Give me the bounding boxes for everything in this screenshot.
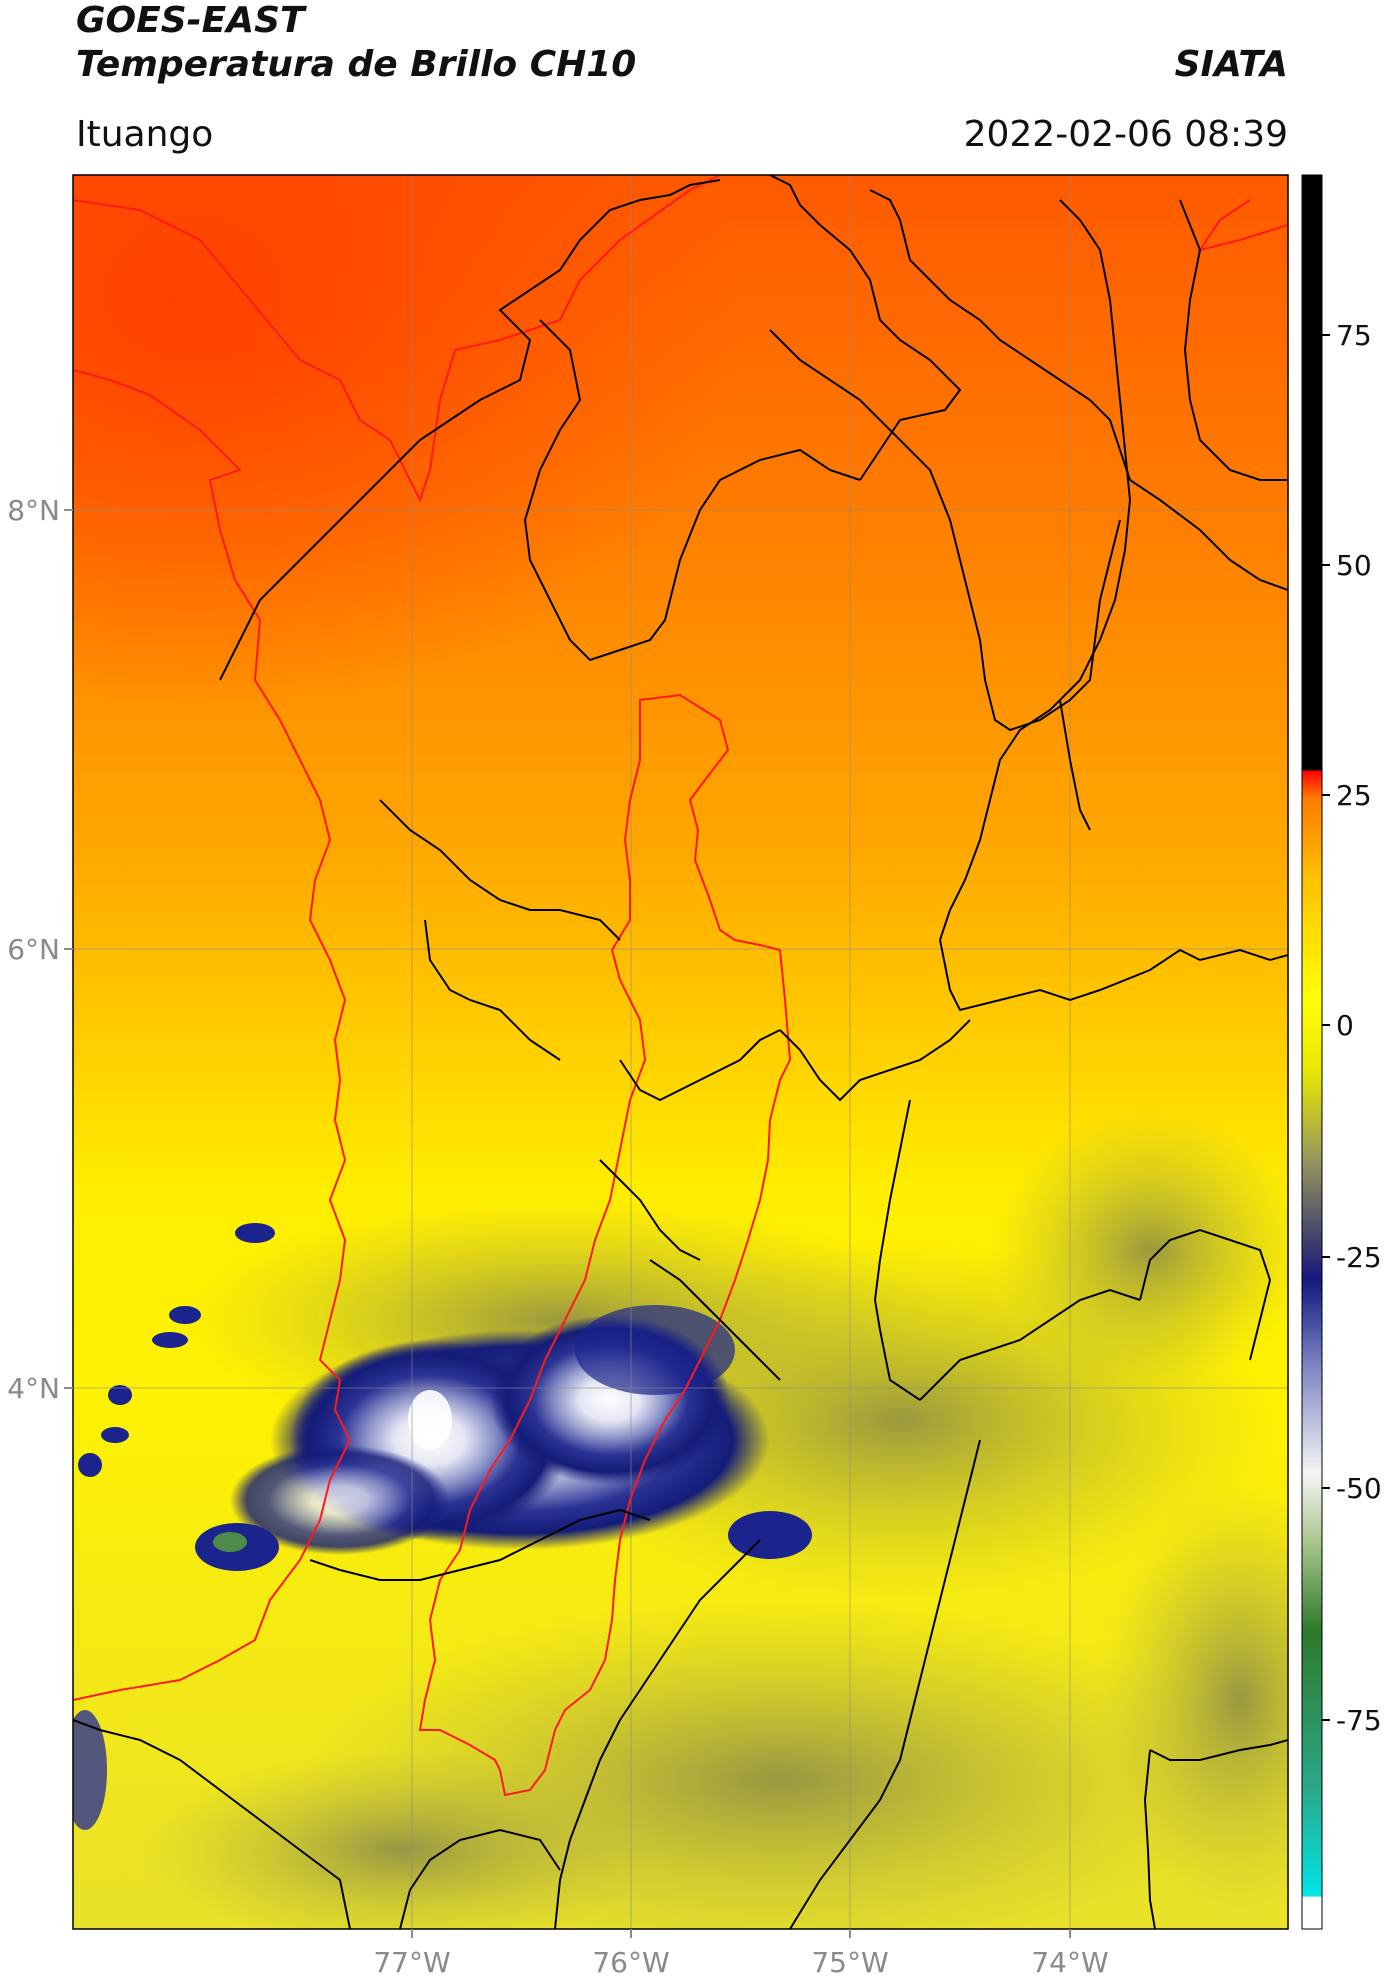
political-borders xyxy=(73,175,1288,1929)
colorbar-tick-minus-50: -50 xyxy=(1336,1472,1382,1505)
colorbar-scale xyxy=(1301,174,1323,1930)
lat-tick-4n: 4°N xyxy=(7,1372,60,1405)
warm-zone xyxy=(73,175,1288,1075)
brand-label: SIATA xyxy=(1174,44,1288,85)
title-line-2: Temperatura de Brillo CH10 xyxy=(76,44,637,85)
colorbar-tick-minus-75: -75 xyxy=(1336,1704,1382,1737)
map-frame xyxy=(72,174,1289,1930)
lon-tick-76w: 76°W xyxy=(592,1946,669,1979)
region-label: Ituango xyxy=(76,114,214,155)
colorbar-tick-minus-25: -25 xyxy=(1336,1241,1382,1274)
title-line-1: GOES-EAST xyxy=(76,0,305,41)
colorbar-tick-50: 50 xyxy=(1336,549,1372,582)
lon-tick-75w: 75°W xyxy=(811,1946,888,1979)
lat-axis: 8°N 6°N 4°N xyxy=(7,494,73,1405)
lon-tick-77w: 77°W xyxy=(373,1946,450,1979)
lat-tick-6n: 6°N xyxy=(7,933,60,966)
ituango-basin-outline xyxy=(418,693,792,1797)
timestamp-label: 2022-02-06 08:39 xyxy=(963,114,1288,155)
lon-axis: 77°W 76°W 75°W 74°W xyxy=(373,1929,1109,1979)
convective-storm xyxy=(73,1223,812,1830)
colorbar-tick-25: 25 xyxy=(1336,779,1372,812)
lat-tick-8n: 8°N xyxy=(7,494,60,527)
graticule xyxy=(73,175,1288,1929)
map-canvas xyxy=(73,175,1288,1929)
colorbar-tick-75: 75 xyxy=(1336,319,1372,352)
colorbar-tick-0: 0 xyxy=(1336,1009,1354,1042)
colorbar: 75 50 25 0 -25 -50 -75 xyxy=(1301,174,1382,1930)
lon-tick-74w: 74°W xyxy=(1031,1946,1108,1979)
